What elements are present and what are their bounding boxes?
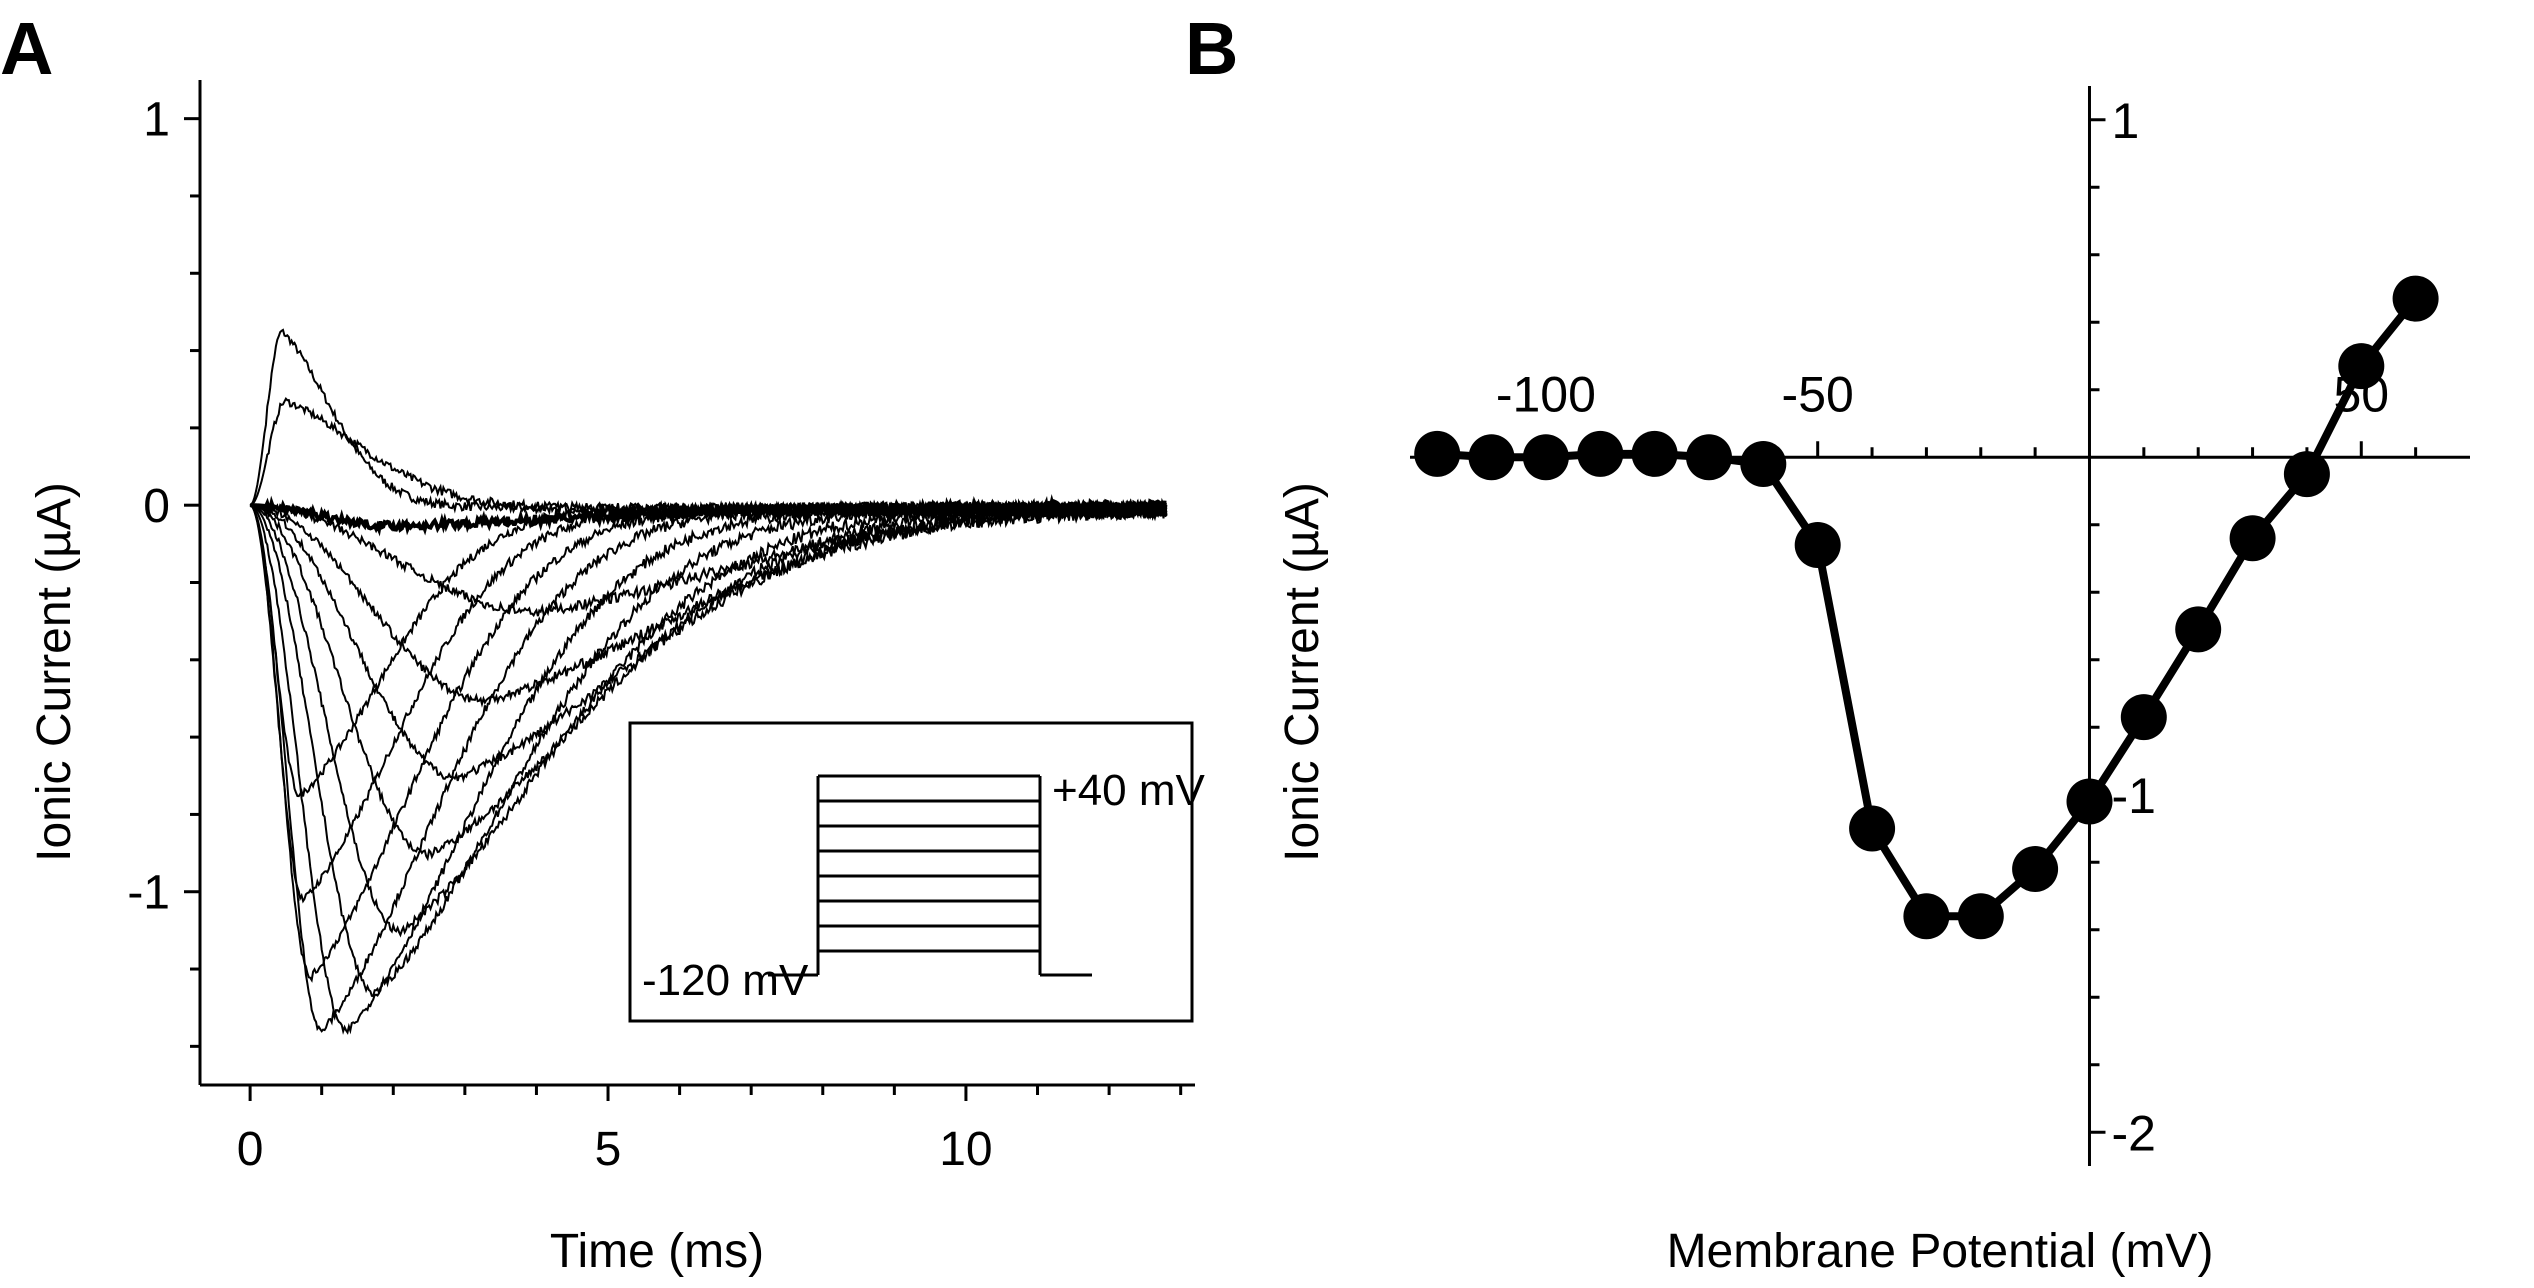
panel-a-inset: -120 mV +40 mV	[628, 721, 1206, 1023]
panel-a-x-axis-title: Time (ms)	[550, 1225, 764, 1278]
panel-b-series	[1414, 275, 2439, 940]
panel-a-y-axis-title: Ionic Current (µA)	[28, 482, 81, 862]
panel-b-data-point	[2175, 606, 2222, 653]
panel-b-data-point	[2012, 846, 2059, 892]
panel-b-y-tick-label: 1	[2111, 93, 2139, 149]
panel-b-data-point	[1468, 434, 1515, 481]
panel-b-data-point	[1740, 441, 1787, 487]
panel-a-y-tick-label: -1	[127, 867, 170, 920]
inset-frame	[628, 721, 1194, 1023]
panel-b-data-point	[2392, 275, 2439, 322]
panel-b-x-tick-label: -50	[1782, 366, 1854, 422]
panel-a-letter: A	[0, 7, 53, 90]
panel-b-data-point	[1686, 434, 1732, 481]
panel-b-data-point	[1794, 522, 1841, 568]
panel-b-data-point	[1522, 434, 1569, 481]
panel-a-x-tick-label: 5	[595, 1123, 622, 1176]
panel-b-data-point	[2229, 515, 2276, 562]
panel-b-y-tick-label: -1	[2111, 768, 2155, 824]
panel-b-y-tick-label: -2	[2111, 1105, 2155, 1161]
panel-a-x-tick-label: 0	[237, 1123, 264, 1176]
panel-a-y-tick-label: 1	[143, 94, 170, 147]
panel-b-data-point	[1957, 893, 2004, 940]
panel-a-trace	[250, 501, 1168, 708]
panel-b-data-point	[2066, 778, 2113, 825]
panel-b-letter: B	[1185, 7, 1238, 90]
panel-b-data-point	[2120, 694, 2167, 741]
panel-a-axes: 0 5 10 -1 0 1	[127, 80, 1195, 1176]
panel-b-data-point	[1631, 430, 1678, 477]
panel-b-data-point	[1577, 430, 1624, 477]
panel-a-y-tick-label: 0	[143, 480, 170, 533]
inset-step-protocol	[768, 774, 1092, 977]
panel-b-data-point	[2338, 343, 2385, 390]
inset-max-step-label: +40 mV	[1052, 766, 1206, 815]
panel-b-data-point	[1903, 893, 1950, 940]
panel-b-y-axis-title: Ionic Current (µA)	[1276, 482, 1329, 862]
panel-b-data-point	[1414, 430, 1461, 477]
panel-b-chart: B -100 -50 501-1-2 Membrane Potential (mV)…	[1185, 7, 2470, 1278]
panel-b-x-tick-label: -100	[1496, 366, 1596, 422]
panel-a-trace	[250, 493, 1167, 537]
panel-b-x-axis-title: Membrane Potential (mV)	[1667, 1225, 2214, 1278]
panel-a-chart: A 0 5 10 -1 0 1 -120 mV +40 mV Time (ms) Ioni…	[0, 7, 1206, 1278]
panel-a-x-tick-label: 10	[939, 1123, 992, 1176]
panel-b-data-point	[2283, 451, 2330, 498]
inset-holding-label: -120 mV	[642, 956, 809, 1005]
panel-b-data-point	[1849, 805, 1896, 852]
panel-a-traces	[249, 328, 1168, 1035]
